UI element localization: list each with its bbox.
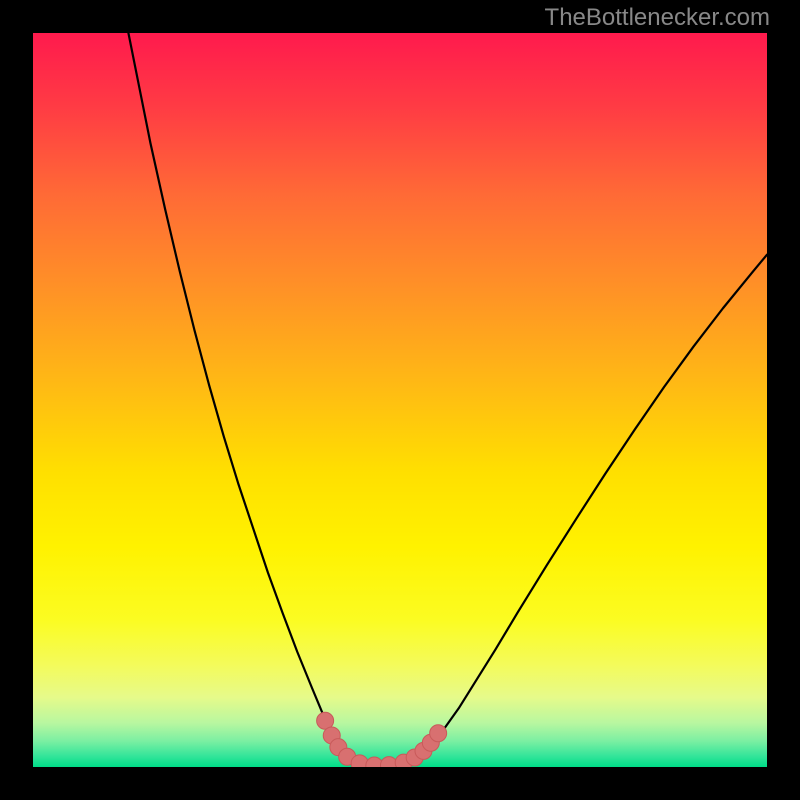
watermark-text: TheBottlenecker.com <box>545 4 770 32</box>
gradient-background <box>33 33 767 767</box>
plot-area <box>33 33 767 767</box>
curve-marker <box>430 725 447 742</box>
chart-svg <box>33 33 767 767</box>
